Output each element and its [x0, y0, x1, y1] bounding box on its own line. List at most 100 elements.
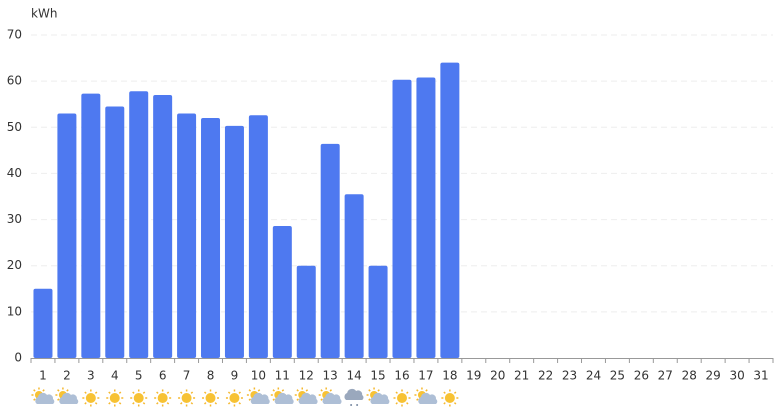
sun-ray	[118, 391, 122, 394]
x-tick-label: 31	[753, 369, 768, 383]
rain-drop	[356, 404, 359, 406]
sun-ray	[166, 391, 170, 394]
sun-ray	[296, 389, 299, 392]
x-tick-label: 10	[251, 369, 266, 383]
x-tick-label: 24	[586, 369, 601, 383]
sun-ray	[108, 402, 111, 405]
bar	[272, 226, 292, 358]
x-tick-label: 20	[490, 369, 505, 383]
sun-ray	[108, 391, 111, 394]
bar	[201, 118, 221, 358]
sun-ray	[203, 391, 207, 394]
x-tick-label: 19	[466, 369, 481, 383]
sun-ray	[443, 391, 446, 394]
x-tick-label: 22	[538, 369, 553, 383]
weather-icon	[31, 387, 55, 404]
weather-icon	[344, 388, 364, 406]
sun-ray	[156, 391, 159, 394]
cloud	[59, 392, 79, 404]
x-tick-label: 25	[610, 369, 625, 383]
sun-ray	[190, 391, 194, 394]
sun-ray	[57, 398, 60, 401]
y-tick-label: 70	[7, 28, 22, 42]
sun-ray	[416, 389, 419, 392]
bar	[129, 91, 149, 359]
x-tick-label: 18	[442, 369, 457, 383]
cloud	[418, 392, 438, 404]
cloud	[322, 392, 342, 404]
x-tick-label: 13	[323, 369, 338, 383]
x-tick-label: 27	[658, 369, 673, 383]
weather-icon	[366, 387, 390, 404]
bar	[57, 113, 77, 358]
cloud	[370, 392, 390, 404]
x-tick-label: 2	[63, 369, 71, 383]
sun-ray	[132, 391, 135, 394]
sun-ray	[214, 402, 218, 405]
sun-ray	[453, 391, 457, 394]
sun-ray	[248, 389, 252, 392]
sun-ray	[443, 402, 446, 405]
weather-icon	[106, 389, 124, 407]
bar	[33, 288, 53, 358]
sun-ray	[406, 402, 409, 405]
bar	[153, 94, 173, 358]
sun	[85, 393, 96, 403]
sun-ray	[406, 391, 409, 394]
sun-ray	[281, 389, 285, 392]
weather-icon	[225, 389, 243, 407]
sun-ray	[94, 391, 98, 394]
sun-ray	[272, 398, 275, 401]
sun-ray	[416, 398, 419, 401]
weather-icon	[178, 389, 196, 407]
sun-ray	[272, 389, 275, 392]
bar	[320, 143, 340, 358]
sun-ray	[368, 389, 371, 392]
x-tick-label: 29	[706, 369, 721, 383]
sun-ray	[84, 391, 87, 394]
rain-drop	[350, 404, 353, 406]
sun-ray	[214, 391, 218, 394]
weather-icon	[202, 389, 220, 407]
x-tick-label: 7	[183, 369, 191, 383]
sun-ray	[142, 402, 146, 405]
x-tick-label: 5	[135, 369, 143, 383]
x-tick-label: 15	[370, 369, 385, 383]
weather-icon	[130, 389, 148, 407]
x-tick-label: 16	[394, 369, 409, 383]
cloud	[250, 392, 270, 404]
x-tick-label: 14	[346, 369, 361, 383]
x-tick-label: 1	[39, 369, 47, 383]
bar	[392, 79, 412, 358]
sun-ray	[238, 391, 241, 394]
weather-icon	[82, 389, 100, 407]
y-tick-label: 40	[7, 166, 22, 180]
sun	[109, 393, 120, 403]
bar	[416, 77, 436, 359]
sun-ray	[227, 391, 231, 394]
bar	[224, 125, 244, 358]
x-tick-label: 28	[682, 369, 697, 383]
sun-ray	[190, 402, 194, 405]
bar	[440, 62, 460, 358]
sun-ray	[296, 398, 299, 401]
sun	[133, 393, 144, 403]
sun-ray	[227, 402, 231, 405]
y-tick-label: 20	[7, 258, 22, 272]
sun-ray	[33, 389, 36, 392]
sun-ray	[425, 389, 428, 392]
sun-ray	[257, 389, 261, 392]
sun-ray	[33, 398, 36, 401]
sun-ray	[42, 389, 45, 392]
weather-icon	[318, 387, 342, 404]
cloud	[298, 392, 318, 404]
x-tick-label: 26	[634, 369, 649, 383]
sun-ray	[94, 402, 98, 405]
sun-ray	[238, 402, 241, 405]
sun-ray	[156, 402, 159, 405]
y-tick-label: 50	[7, 120, 22, 134]
x-tick-label: 23	[562, 369, 577, 383]
y-tick-label: 10	[7, 304, 22, 318]
sun-ray	[320, 398, 323, 401]
sun-ray	[248, 398, 252, 401]
